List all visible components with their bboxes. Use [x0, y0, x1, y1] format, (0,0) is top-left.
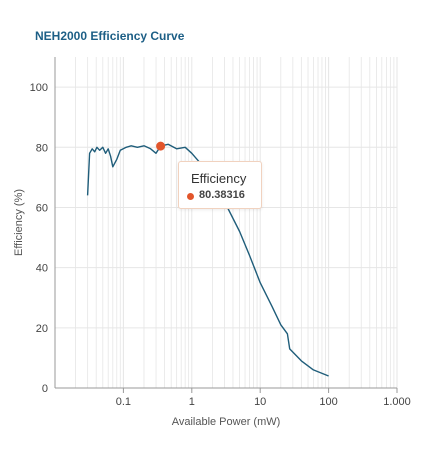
line-layer: [86, 141, 329, 377]
label-layer: 0.1 1 10 100 1.000 0 20 40 60 80 100 Available Powe…: [13, 82, 411, 428]
y-axis-title: Efficiency (%): [13, 189, 25, 256]
x-tick-label: 1.000: [383, 396, 411, 408]
tooltip-title: Efficiency: [191, 171, 247, 186]
efficiency-series-line: [86, 143, 329, 377]
data-tooltip: Efficiency 80.38316: [178, 161, 262, 209]
y-tick-label: 100: [30, 82, 48, 94]
tooltip-series-dot: [187, 193, 194, 200]
tooltip-value: 80.38316: [199, 189, 245, 201]
x-axis-title: Available Power (mW): [172, 416, 281, 428]
y-tick-label: 80: [36, 142, 48, 154]
x-tick-label: 100: [319, 396, 337, 408]
y-tick-label: 40: [36, 263, 48, 275]
x-tick-label: 1: [189, 396, 195, 408]
grid-layer: [54, 57, 398, 388]
x-tick-label: 10: [254, 396, 266, 408]
highlighted-data-point: [156, 141, 166, 151]
x-tick-label: 0.1: [116, 396, 131, 408]
axis-layer: [54, 57, 398, 393]
y-tick-label: 60: [36, 202, 48, 214]
y-tick-label: 20: [36, 323, 48, 335]
y-tick-label: 0: [42, 383, 48, 395]
chart-title: NEH2000 Efficiency Curve: [35, 29, 185, 43]
